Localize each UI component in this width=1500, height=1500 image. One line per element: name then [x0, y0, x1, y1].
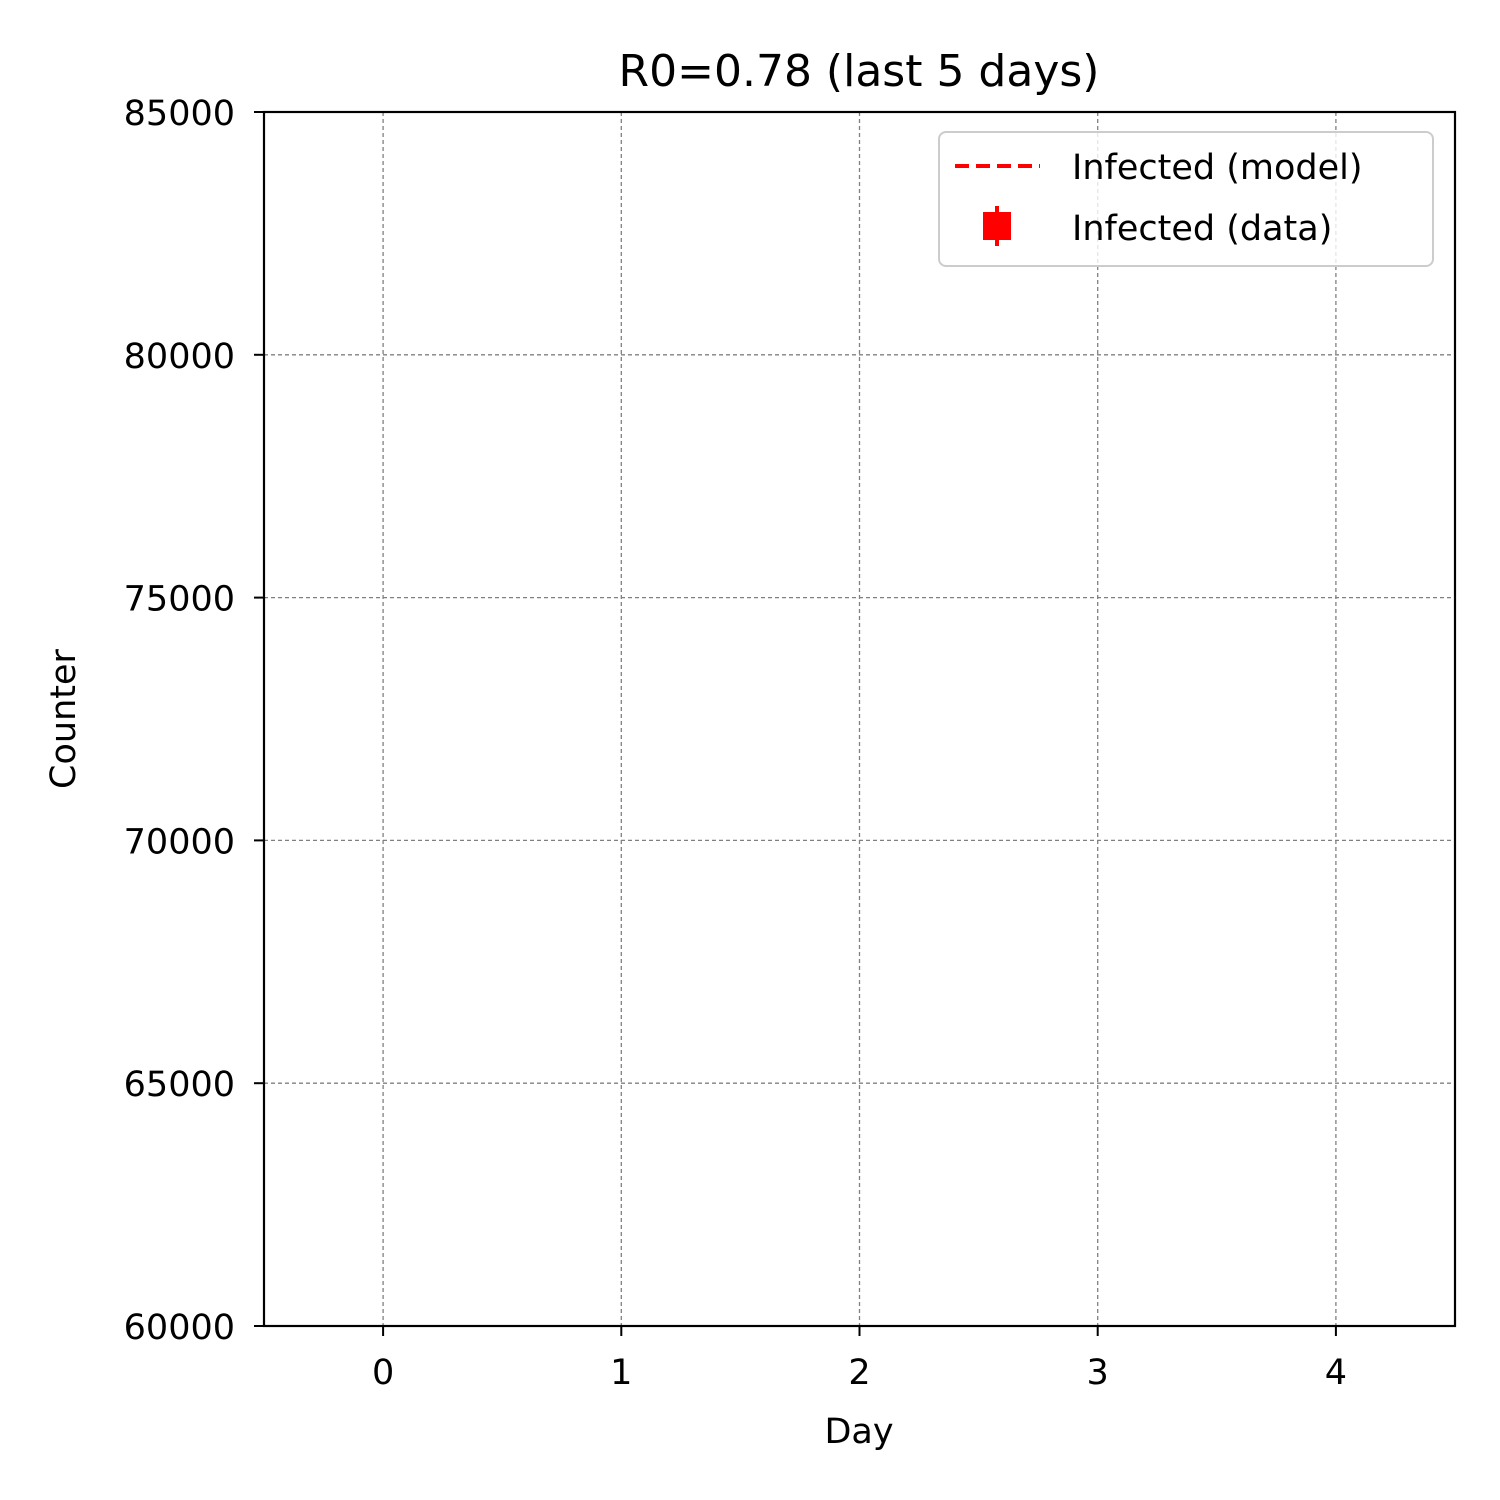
x-tick-label: 3 [1087, 1353, 1109, 1393]
x-tick-label: 2 [848, 1353, 870, 1393]
x-tick-label: 1 [610, 1353, 632, 1393]
x-tick-label: 4 [1325, 1353, 1347, 1393]
legend-box [938, 131, 1434, 267]
x-axis: 0 1 2 3 4 [372, 1326, 1347, 1393]
legend-data-marker [983, 212, 1011, 240]
y-tick-label: 60000 [124, 1308, 235, 1348]
legend-label-model: Infected (model) [1072, 148, 1363, 188]
y-axis-label: Counter [44, 648, 84, 788]
grid [264, 112, 1455, 1326]
y-tick-label: 65000 [124, 1065, 235, 1105]
y-tick-label: 85000 [124, 94, 235, 134]
x-axis-label: Day [824, 1412, 893, 1452]
legend: Infected (model) Infected (data) [938, 131, 1434, 267]
y-axis: 60000 65000 70000 75000 80000 85000 [124, 94, 264, 1348]
y-tick-label: 80000 [124, 337, 235, 377]
y-tick-label: 70000 [124, 822, 235, 862]
legend-label-data: Infected (data) [1072, 209, 1332, 249]
chart-title: R0=0.78 (last 5 days) [619, 46, 1100, 97]
x-tick-label: 0 [372, 1353, 394, 1393]
y-tick-label: 75000 [124, 580, 235, 620]
